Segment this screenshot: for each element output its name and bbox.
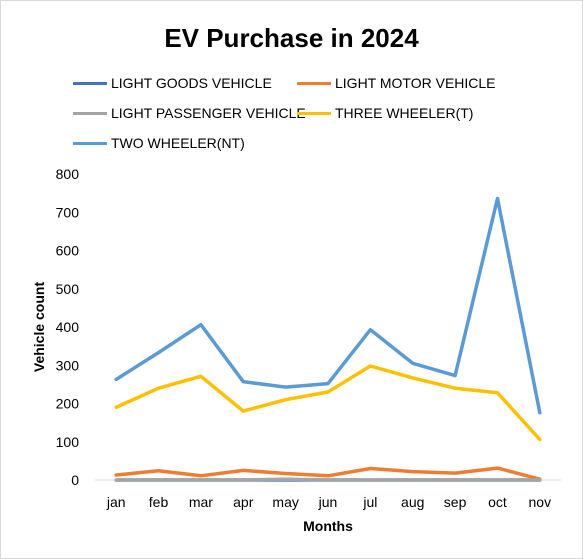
x-tick-label-feb: feb [149, 494, 169, 510]
y-tick-label: 200 [56, 396, 80, 412]
series-line-three-wheeler-t [114, 364, 542, 442]
x-tick-label-jul: jul [362, 494, 377, 510]
y-tick-label: 400 [56, 319, 80, 335]
x-tick-label-oct: oct [488, 494, 507, 510]
legend-swatch-light-passenger-vehicle [73, 112, 107, 115]
series-line-two-wheeler-nt [114, 196, 542, 415]
chart-title: EV Purchase in 2024 [164, 23, 419, 53]
y-axis-ticks: 0 100 200 300 400 500 600 700 800 [56, 166, 80, 488]
x-tick-label-may: may [272, 494, 298, 510]
y-tick-label: 700 [56, 204, 80, 220]
legend-label-light-passenger-vehicle: LIGHT PASSENGER VEHICLE [111, 105, 306, 121]
legend-label-light-goods-vehicle: LIGHT GOODS VEHICLE [111, 75, 272, 91]
x-axis-title: Months [303, 518, 353, 534]
x-tick-label-aug: aug [401, 494, 424, 510]
legend-swatch-three-wheeler [297, 112, 331, 115]
series-lines [114, 196, 542, 482]
x-tick-label-sep: sep [444, 494, 467, 510]
series-line-light-passenger-vehicle [114, 477, 542, 482]
series-line-light-motor-vehicle [114, 466, 542, 481]
y-tick-label: 100 [56, 434, 80, 450]
y-tick-label: 600 [56, 243, 80, 259]
y-tick-label: 500 [56, 281, 80, 297]
x-tick-label-jun: jun [318, 494, 338, 510]
legend-label-light-motor-vehicle: LIGHT MOTOR VEHICLE [335, 75, 496, 91]
legend-label-two-wheeler: TWO WHEELER(NT) [111, 135, 245, 151]
y-tick-label: 0 [71, 472, 79, 488]
y-tick-label: 800 [56, 166, 80, 182]
x-tick-label-nov: nov [529, 494, 552, 510]
legend-swatch-two-wheeler [73, 142, 107, 145]
legend-label-three-wheeler: THREE WHEELER(T) [335, 105, 474, 121]
y-axis-title: Vehicle count [31, 282, 47, 373]
legend-swatch-light-goods-vehicle [73, 82, 107, 85]
x-tick-label-apr: apr [233, 494, 254, 510]
x-axis-ticks: jan feb mar apr may jun jul aug sep oct nov [106, 494, 551, 510]
x-tick-label-jan: jan [106, 494, 126, 510]
legend-swatch-light-motor-vehicle [297, 82, 331, 85]
y-tick-label: 300 [56, 357, 80, 373]
x-tick-label-mar: mar [189, 494, 213, 510]
